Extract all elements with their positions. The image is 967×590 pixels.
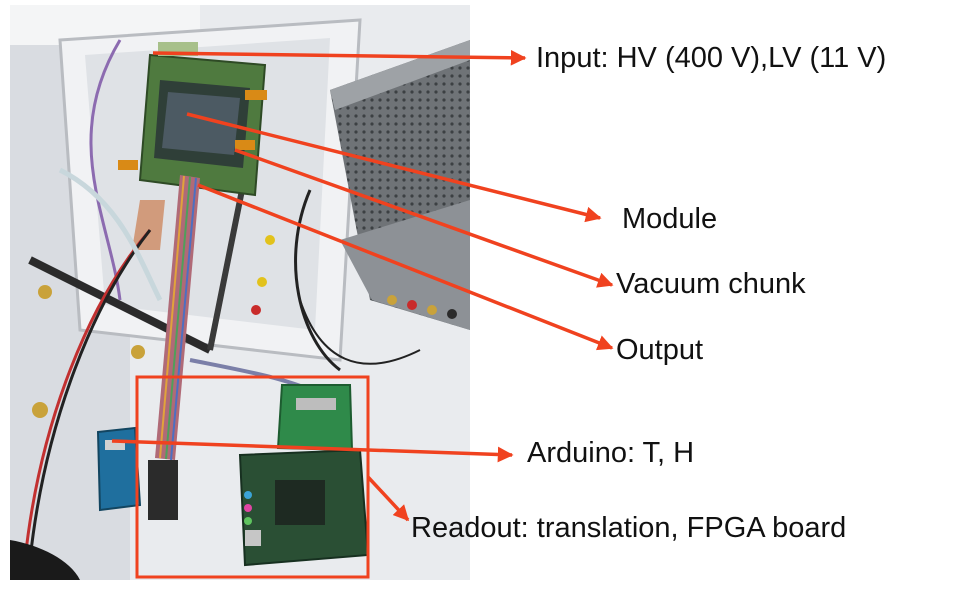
output-label: Output	[616, 334, 704, 366]
vacuum-chunk-label: Vacuum chunk	[616, 268, 806, 300]
output-arrow	[197, 183, 614, 351]
input-arrow	[152, 49, 527, 66]
lab-setup-photo	[10, 5, 470, 580]
input-label: Input: HV (400 V),LV (11 V)	[536, 42, 887, 74]
arduino-arrow	[111, 439, 514, 463]
module-label: Module	[622, 203, 718, 235]
readout-label: Readout: translation, FPGA board	[411, 512, 847, 544]
readout-arrow	[366, 475, 410, 522]
arduino-label: Arduino: T, H	[527, 437, 695, 469]
vacuum-chunk-arrow	[234, 148, 614, 288]
module-arrow	[186, 112, 602, 223]
